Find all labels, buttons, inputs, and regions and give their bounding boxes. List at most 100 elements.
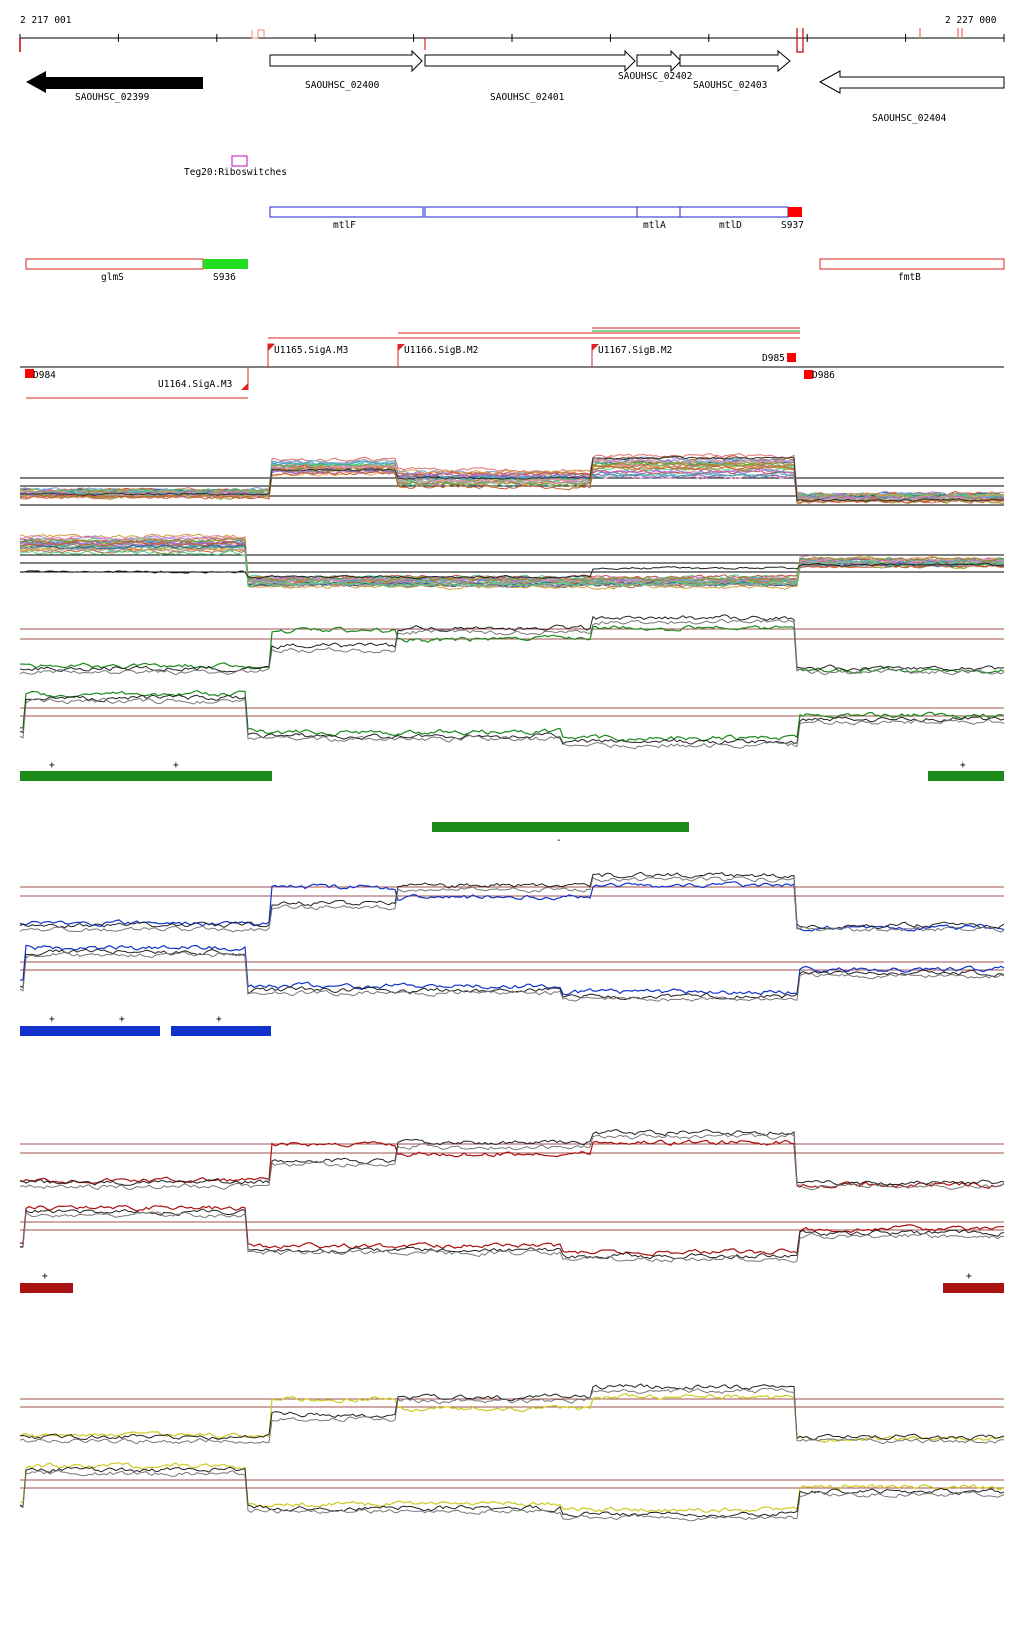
operon-red-track: glmS S936 fmtB	[25, 258, 1005, 283]
expression-trace	[19, 537, 1005, 583]
rfam-feature[interactable]: Teg20:Riboswitches	[184, 155, 287, 178]
strand-mark: +	[173, 760, 179, 771]
transcript-label: D984	[33, 370, 56, 381]
expression-trace	[19, 455, 1005, 502]
expression-trace	[19, 689, 1005, 743]
segment-bar[interactable]	[432, 822, 689, 832]
expression-trace	[19, 624, 1005, 674]
rfam-label: Teg20:Riboswitches	[184, 167, 287, 178]
operon-segment-mtld[interactable]	[679, 206, 789, 218]
gene-track: SAOUHSC_02399 SAOUHSC_02400 SAOUHSC_0240…	[26, 49, 1005, 124]
expression-panel-blue-reverse	[19, 944, 1005, 1002]
expression-trace	[19, 1211, 1005, 1263]
expression-panel-red-reverse	[19, 1204, 1005, 1263]
expression-trace	[19, 550, 1005, 588]
gene-saouhsc-02399[interactable]: SAOUHSC_02399	[26, 71, 203, 103]
transcript-label: D985	[762, 353, 785, 364]
expression-trace	[19, 944, 1005, 996]
expression-trace	[19, 462, 1005, 500]
expression-trace	[19, 458, 1005, 503]
expression-trace	[19, 951, 1005, 1002]
operon-segment-glms[interactable]	[25, 258, 204, 270]
promoter-u1165[interactable]: U1165.SigA.M3	[267, 343, 348, 367]
ruler-end-label: 2 227 000	[945, 15, 997, 26]
operon-segment-mtla[interactable]	[636, 206, 681, 218]
promoter-label: U1167.SigB.M2	[598, 345, 672, 356]
operon-blue-track: mtlF mtlA mtlD S937	[269, 206, 804, 231]
gene-saouhsc-02401[interactable]: SAOUHSC_02401	[424, 49, 636, 103]
expression-trace	[19, 694, 1005, 745]
strand-mark: +	[966, 1271, 972, 1282]
transcript-mark-d985[interactable]: D985	[762, 353, 796, 364]
segment-bar[interactable]	[20, 1026, 160, 1036]
operon-label-mtld: mtlD	[719, 220, 742, 231]
expression-trace	[19, 544, 1005, 583]
segmentation-green: + + + -	[20, 760, 1004, 846]
gene-label: SAOUHSC_02399	[75, 92, 150, 103]
expression-trace	[19, 1469, 1005, 1522]
transcript-mark-d984[interactable]: D984	[25, 369, 56, 381]
operon-segment-mtlf[interactable]	[269, 206, 424, 218]
expression-trace	[19, 871, 1005, 930]
expression-trace	[19, 1462, 1005, 1514]
expression-trace	[19, 465, 1005, 504]
strand-mark: +	[960, 760, 966, 771]
segment-bar[interactable]	[20, 1283, 73, 1293]
ruler-ticks	[19, 34, 1005, 42]
expression-trace	[19, 458, 1005, 498]
gene-saouhsc-02402[interactable]: SAOUHSC_02402	[618, 49, 692, 82]
expression-panel-multi-reverse	[19, 533, 1005, 590]
strand-mark: +	[216, 1014, 222, 1025]
expression-trace	[19, 948, 1005, 1001]
expression-trace	[19, 562, 1005, 580]
operon-label-glms: glmS	[101, 272, 124, 283]
gene-label: SAOUHSC_02400	[305, 80, 380, 91]
expression-trace	[19, 1387, 1005, 1445]
gene-saouhsc-02404[interactable]: SAOUHSC_02404	[818, 70, 1005, 124]
operon-label-mtla: mtlA	[643, 220, 666, 231]
operon-label-s937: S937	[781, 220, 804, 231]
expression-panel-green-reverse	[19, 689, 1005, 750]
promoter-u1167[interactable]: U1167.SigB.M2	[591, 344, 672, 367]
operon-label-s936: S936	[213, 272, 236, 283]
expression-trace	[19, 881, 1005, 932]
operon-segment-fmtb[interactable]	[819, 258, 1005, 270]
segmentation-blue: + + +	[20, 1014, 271, 1036]
segment-bar[interactable]	[943, 1283, 1004, 1293]
gene-label: SAOUHSC_02403	[693, 80, 767, 91]
operon-label-mtlf: mtlF	[333, 220, 356, 231]
operon-label-fmtb: fmtB	[898, 272, 921, 283]
segment-bar[interactable]	[928, 771, 1004, 781]
segment-bar[interactable]	[20, 771, 272, 781]
segment-bar[interactable]	[171, 1026, 271, 1036]
promoter-u1166[interactable]: U1166.SigB.M2	[397, 344, 478, 367]
expression-trace	[19, 1133, 1005, 1191]
strand-mark: +	[49, 1014, 55, 1025]
strand-mark: -	[556, 835, 562, 846]
gene-label: SAOUHSC_02401	[490, 92, 565, 103]
gene-saouhsc-02403[interactable]: SAOUHSC_02403	[679, 49, 791, 91]
operon-segment-mtlf-b[interactable]	[424, 206, 638, 218]
transcript-label: D986	[812, 370, 835, 381]
promoter-label: U1164.SigA.M3	[158, 379, 232, 390]
gene-label: SAOUHSC_02402	[618, 71, 692, 82]
expression-panel-yellow-reverse	[19, 1462, 1005, 1522]
expression-trace	[19, 1383, 1005, 1441]
expression-trace	[19, 1208, 1005, 1260]
expression-trace	[19, 618, 1005, 676]
strand-mark: +	[49, 760, 55, 771]
promoter-track: U1165.SigA.M3 U1166.SigB.M2 U1167.SigB.M…	[20, 327, 1004, 399]
expression-trace	[19, 697, 1005, 750]
segmentation-red: + +	[20, 1271, 1004, 1293]
gene-saouhsc-02400[interactable]: SAOUHSC_02400	[269, 49, 423, 91]
transcript-mark-d986[interactable]: D986	[804, 370, 835, 381]
strand-mark: +	[119, 1014, 125, 1025]
operon-tag-s937[interactable]	[788, 207, 802, 217]
operon-tag-s936[interactable]	[203, 259, 248, 269]
promoter-label: U1165.SigA.M3	[274, 345, 348, 356]
promoter-u1164[interactable]: U1164.SigA.M3	[158, 367, 249, 390]
expression-trace	[19, 1139, 1005, 1189]
expression-panel-yellow-forward	[19, 1383, 1005, 1445]
expression-trace	[19, 1466, 1005, 1518]
coordinate-ruler: 2 217 001 2 227 000	[19, 15, 1005, 53]
